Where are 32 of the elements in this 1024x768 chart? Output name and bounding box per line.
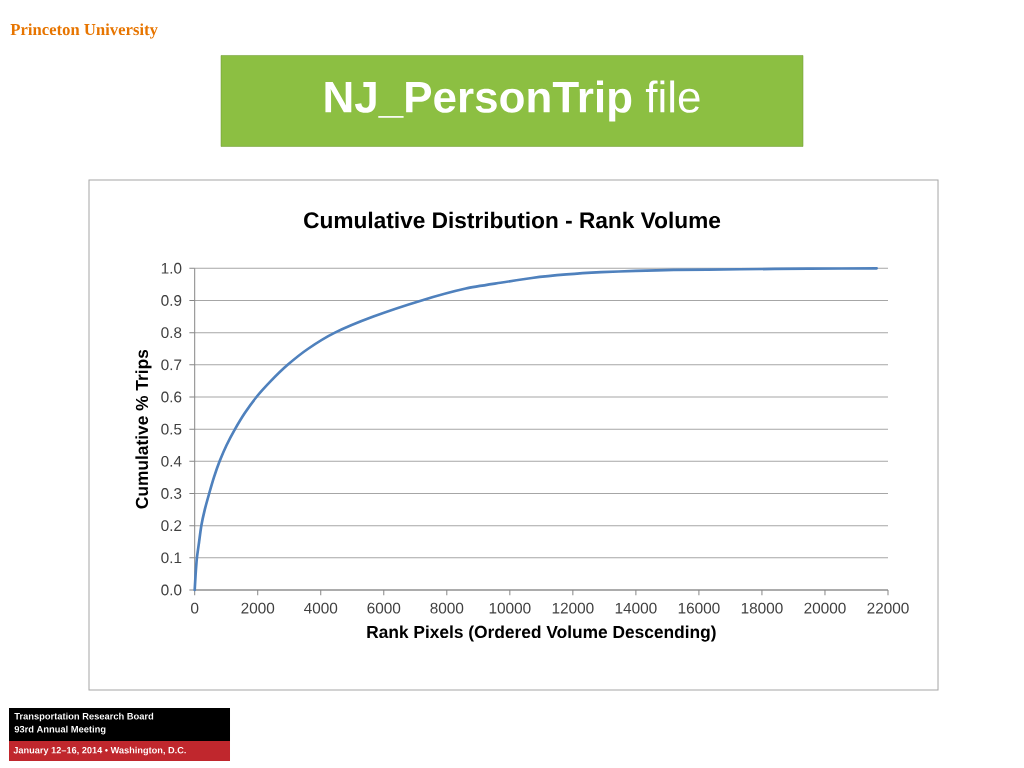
y-tick-label: 0.4 — [161, 455, 182, 467]
y-tick-label: 0.2 — [161, 520, 182, 532]
x-tick-label: 16000 — [678, 602, 720, 614]
y-tick-label: 0.8 — [161, 327, 182, 339]
chart-title: NJ_PersonTrip file — [325, 80, 700, 122]
text: Transportation Research Board — [14, 712, 154, 722]
x-tick-label: 0 — [191, 602, 199, 614]
text: 93rd Annual Meeting — [14, 725, 106, 735]
x-tick-label: 4000 — [304, 602, 338, 614]
y-tick-label: 0.6 — [161, 391, 182, 403]
y-axis-title: Cumulative % Trips — [135, 349, 152, 509]
text: Princeton University — [10, 23, 158, 39]
line-series — [193, 266, 878, 592]
x-tick-label: 2000 — [241, 602, 275, 614]
x-tick-label: 14000 — [615, 602, 657, 614]
x-axis-title: Rank Pixels (Ordered Volume Descending) — [367, 625, 716, 642]
x-tick-label: 12000 — [552, 602, 594, 614]
chart-subtitle: Cumulative Distribution - Rank Volume — [304, 211, 721, 229]
y-tick-label: 0.7 — [161, 359, 182, 371]
y-tick-label: 0.1 — [161, 552, 182, 564]
y-tick-label: 0.5 — [161, 423, 182, 435]
x-tick-label: 22000 — [867, 602, 909, 614]
x-tick-label: 18000 — [741, 602, 783, 614]
x-tick-label: 20000 — [804, 602, 846, 614]
x-tick-label: 10000 — [489, 602, 531, 614]
x-tick-label: 6000 — [367, 602, 401, 614]
y-tick-label: 0.3 — [161, 488, 182, 499]
y-tick-label: 0.0 — [161, 584, 182, 596]
y-tick-label: 0.9 — [161, 295, 182, 306]
x-tick-label: 8000 — [430, 602, 464, 614]
y-tick-label: 1.0 — [161, 262, 182, 274]
text: January 12–16, 2014 • Washington, D.C. — [13, 746, 186, 756]
